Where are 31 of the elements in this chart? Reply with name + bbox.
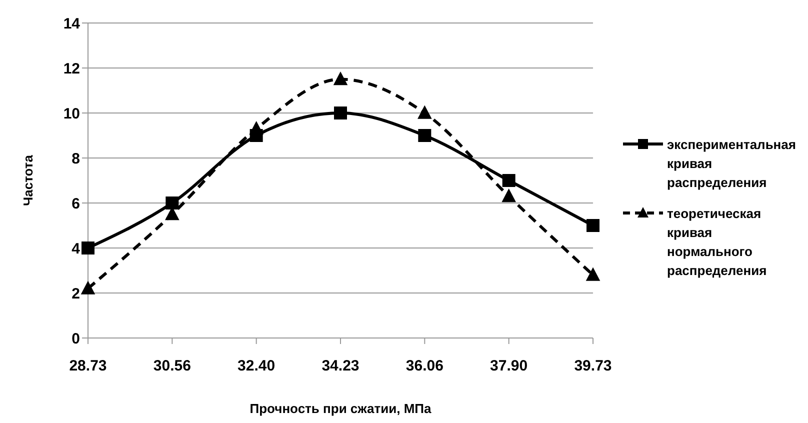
- x-tick-label: 34.23: [322, 358, 360, 375]
- point: [418, 129, 432, 142]
- legend-label: экспериментальная кривая распределения: [667, 136, 797, 192]
- point: [80, 280, 96, 294]
- x-tick-label: 36.06: [406, 358, 444, 375]
- point: [418, 105, 432, 119]
- point: [334, 106, 347, 120]
- x-tick-label: 30.56: [153, 358, 191, 375]
- point: [502, 188, 516, 202]
- point: [166, 196, 179, 210]
- y-tick-label: 8: [72, 150, 80, 168]
- point: [82, 242, 94, 254]
- x-tick-label: 37.90: [490, 358, 528, 375]
- x-tick-label: 39.73: [574, 358, 612, 375]
- x-tick-label: 28.73: [69, 358, 107, 375]
- y-tick-label: 0: [72, 330, 80, 348]
- y-tick-label: 14: [63, 15, 81, 32]
- x-axis-title: Прочность при сжатии, МПа: [250, 401, 432, 416]
- y-tick-label: 6: [72, 195, 80, 212]
- legend-label: теоретическая кривая нормального распределения: [667, 205, 768, 280]
- point: [586, 267, 600, 281]
- point: [502, 174, 516, 187]
- y-tick-label: 10: [63, 105, 80, 122]
- y-tick-label: 12: [63, 60, 80, 78]
- y-tick-label: 4: [72, 240, 81, 258]
- y-tick-label: 2: [72, 285, 80, 302]
- point: [586, 219, 600, 232]
- point: [333, 71, 348, 86]
- y-axis-title: Частота: [20, 154, 36, 206]
- x-tick-label: 32.40: [238, 358, 276, 375]
- point: [249, 120, 264, 135]
